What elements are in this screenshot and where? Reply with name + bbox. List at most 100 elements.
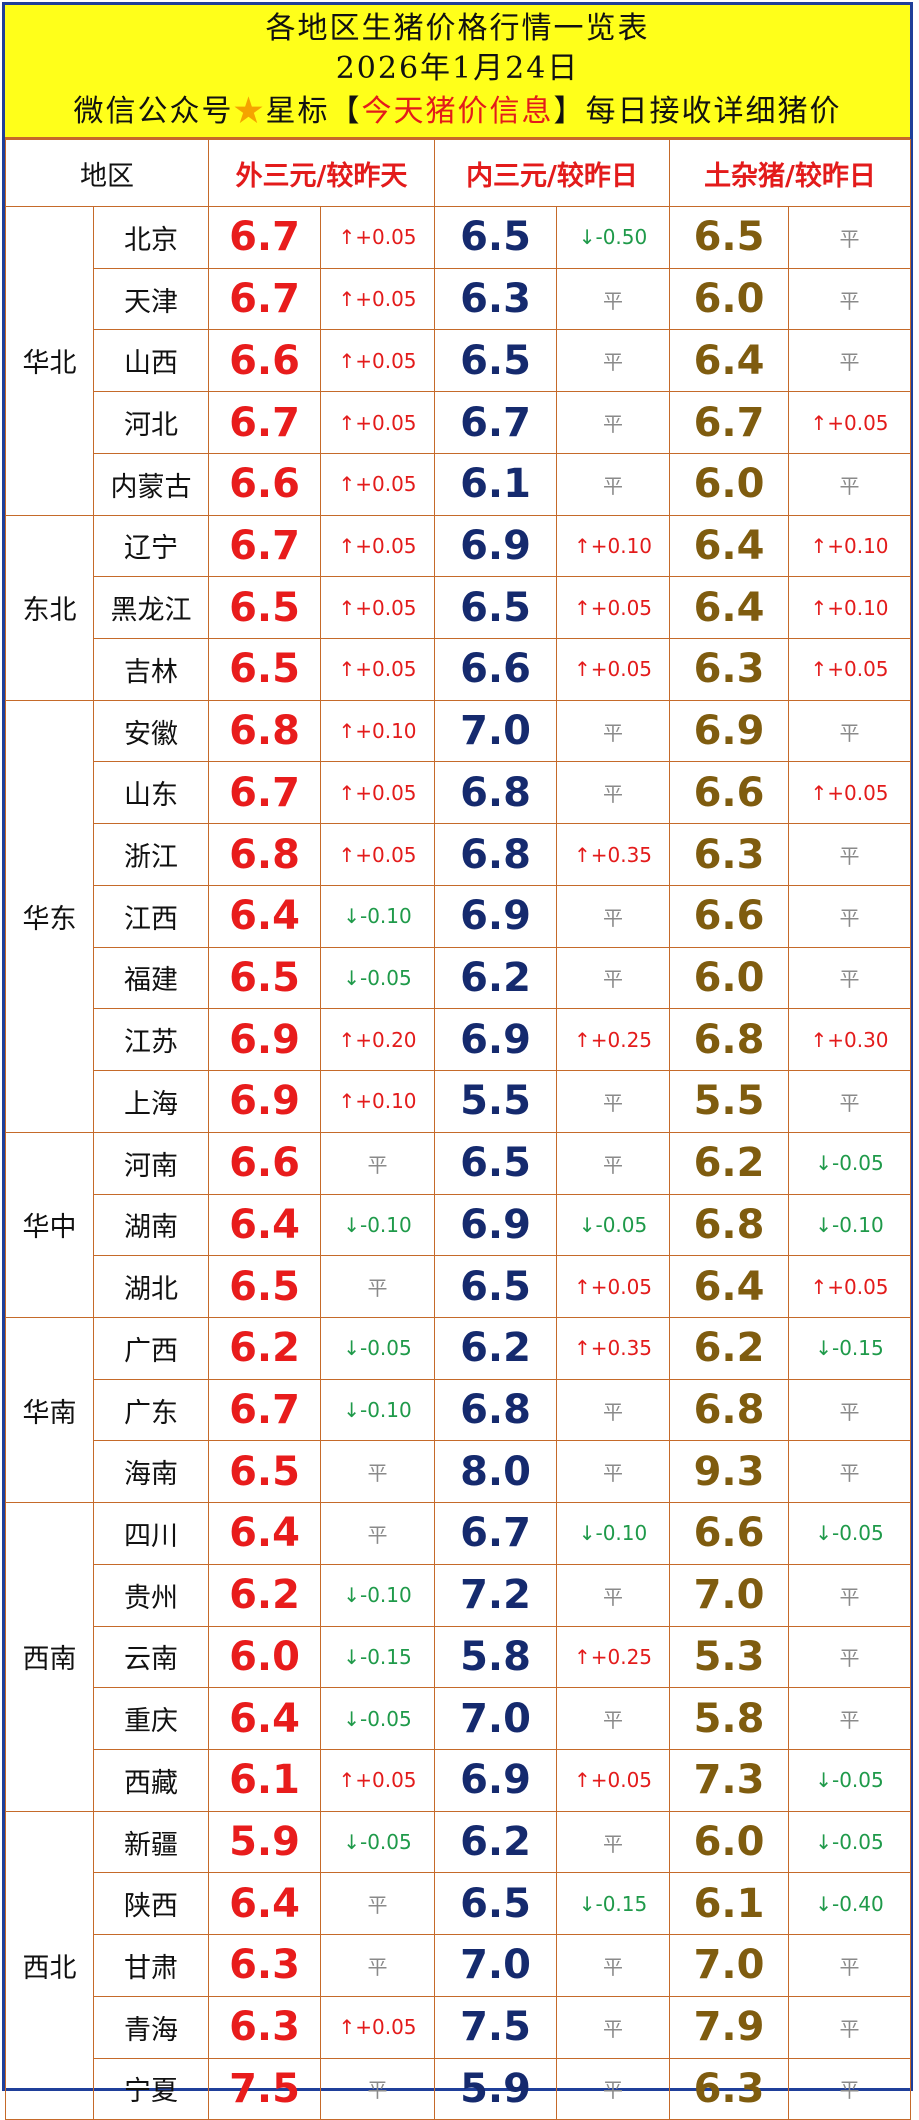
ext-change-cell: ↑+0.05	[320, 329, 435, 393]
mix-change-cell: 平	[788, 1995, 911, 2059]
region-cell: 西北	[5, 1810, 94, 2120]
int-change-cell: 平	[556, 1440, 670, 1504]
table-row: 山东 6.7 ↑+0.05 6.8 平 6.6 ↑+0.05	[6, 761, 911, 825]
ext-price-cell: 6.5	[208, 1440, 321, 1504]
ext-price-cell: 6.4	[208, 1872, 321, 1936]
int-price-cell: 6.5	[434, 329, 557, 393]
int-price-cell: 7.0	[434, 1934, 557, 1997]
ext-change-cell: ↓-0.05	[320, 1316, 435, 1380]
ext-change-cell: ↑+0.05	[320, 391, 435, 454]
int-price-cell: 6.1	[434, 452, 557, 516]
int-change-cell: ↑+0.05	[556, 576, 670, 640]
ext-price-cell: 6.3	[208, 1934, 321, 1997]
ext-change-cell: ↑+0.05	[320, 452, 435, 516]
region-cell: 西南	[5, 1502, 94, 1812]
table-row: 宁夏 7.5 平 5.9 平 6.3 平	[6, 2057, 911, 2120]
mix-price-cell: 6.4	[669, 329, 789, 393]
ext-price-cell: 6.7	[208, 391, 321, 454]
ext-change-cell: ↑+0.05	[320, 638, 435, 701]
mix-change-cell: ↓-0.15	[788, 1316, 911, 1380]
mix-price-cell: 6.9	[669, 699, 789, 763]
province-cell: 吉林	[93, 638, 209, 701]
province-cell: 北京	[93, 206, 209, 269]
int-price-cell: 6.5	[434, 206, 557, 269]
notice-suffix: 每日接收详细猪价	[585, 94, 842, 129]
int-change-cell: ↓-0.05	[556, 1193, 670, 1257]
int-price-cell: 6.7	[434, 1502, 557, 1565]
subscribe-notice: 微信公众号★星标【今天猪价信息】每日接收详细猪价	[5, 92, 910, 132]
mix-price-cell: 6.0	[669, 1810, 789, 1874]
int-price-cell: 6.8	[434, 761, 557, 825]
ext-price-cell: 6.5	[208, 946, 321, 1010]
mix-change-cell: ↓-0.05	[788, 1502, 911, 1565]
ext-change-cell: 平	[320, 1502, 435, 1565]
table-row: 湖北 6.5 平 6.5 ↑+0.05 6.4 ↑+0.05	[6, 1255, 911, 1318]
ext-change-cell: ↑+0.05	[320, 206, 435, 269]
int-price-cell: 5.5	[434, 1070, 557, 1133]
int-price-cell: 6.9	[434, 1193, 557, 1257]
int-change-cell: ↑+0.10	[556, 514, 670, 578]
province-cell: 陕西	[93, 1872, 209, 1936]
ext-price-cell: 6.6	[208, 1131, 321, 1195]
province-cell: 河北	[93, 391, 209, 454]
province-cell: 安徽	[93, 699, 209, 763]
ext-price-cell: 6.0	[208, 1625, 321, 1689]
table-row: 贵州 6.2 ↓-0.10 7.2 平 7.0 平	[6, 1563, 911, 1627]
mix-price-cell: 6.7	[669, 391, 789, 454]
int-change-cell: 平	[556, 1810, 670, 1874]
mix-price-cell: 9.3	[669, 1440, 789, 1504]
column-header-int: 内三元/较昨日	[434, 139, 670, 207]
ext-price-cell: 6.2	[208, 1563, 321, 1627]
mix-change-cell: ↓-0.40	[788, 1872, 911, 1936]
column-header-area: 地区	[5, 139, 209, 207]
region-cell: 华东	[5, 699, 94, 1133]
int-change-cell: 平	[556, 1563, 670, 1627]
mix-change-cell: 平	[788, 1625, 911, 1689]
int-change-cell: 平	[556, 267, 670, 331]
table-row: 西南 四川 6.4 平 6.7 ↓-0.10 6.6 ↓-0.05	[5, 1502, 911, 1812]
int-price-cell: 7.0	[434, 1687, 557, 1750]
mix-change-cell: ↑+0.05	[788, 638, 911, 701]
mix-price-cell: 6.5	[669, 206, 789, 269]
ext-change-cell: ↓-0.10	[320, 1378, 435, 1442]
mix-change-cell: 平	[788, 1563, 911, 1627]
int-price-cell: 6.9	[434, 514, 557, 578]
mix-change-cell: 平	[788, 1070, 911, 1133]
province-cell: 江苏	[93, 1008, 209, 1072]
ext-price-cell: 6.7	[208, 267, 321, 331]
int-price-cell: 6.7	[434, 391, 557, 454]
mix-change-cell: 平	[788, 946, 911, 1010]
table-row: 华中 河南 6.6 平 6.5 平 6.2 ↓-0.05	[5, 1131, 911, 1318]
ext-change-cell: ↓-0.10	[320, 884, 435, 948]
int-price-cell: 6.8	[434, 1378, 557, 1442]
mix-change-cell: 平	[788, 2057, 911, 2120]
int-price-cell: 6.9	[434, 884, 557, 948]
mix-price-cell: 6.8	[669, 1008, 789, 1072]
mix-change-cell: ↑+0.05	[788, 761, 911, 825]
int-change-cell: 平	[556, 761, 670, 825]
ext-price-cell: 6.4	[208, 1687, 321, 1750]
table-row: 重庆 6.4 ↓-0.05 7.0 平 5.8 平	[6, 1687, 911, 1750]
int-change-cell: ↑+0.25	[556, 1625, 670, 1689]
int-change-cell: ↑+0.05	[556, 1255, 670, 1318]
mix-change-cell: 平	[788, 452, 911, 516]
table-row: 东北 辽宁 6.7 ↑+0.05 6.9 ↑+0.10 6.4 ↑+0.10	[5, 514, 911, 701]
int-change-cell: 平	[556, 329, 670, 393]
province-cell: 广西	[93, 1316, 209, 1380]
table-row: 浙江 6.8 ↑+0.05 6.8 ↑+0.35 6.3 平	[6, 823, 911, 886]
int-change-cell: 平	[556, 1378, 670, 1442]
province-cell: 青海	[93, 1995, 209, 2059]
int-price-cell: 7.0	[434, 699, 557, 763]
mix-change-cell: 平	[788, 267, 911, 331]
table-header-row: 地区 外三元/较昨天 内三元/较昨日 土杂猪/较昨日	[5, 139, 911, 207]
ext-change-cell: ↓-0.05	[320, 1810, 435, 1874]
mix-change-cell: ↓-0.10	[788, 1193, 911, 1257]
table-row: 华北 北京 6.7 ↑+0.05 6.5 ↓-0.50 6.5 平	[5, 206, 911, 516]
mix-change-cell: ↓-0.05	[788, 1748, 911, 1812]
ext-change-cell: ↓-0.05	[320, 1687, 435, 1750]
table-row: 内蒙古 6.6 ↑+0.05 6.1 平 6.0 平	[6, 452, 911, 516]
int-change-cell: 平	[556, 946, 670, 1010]
mix-change-cell: 平	[788, 329, 911, 393]
ext-change-cell: ↑+0.05	[320, 761, 435, 825]
